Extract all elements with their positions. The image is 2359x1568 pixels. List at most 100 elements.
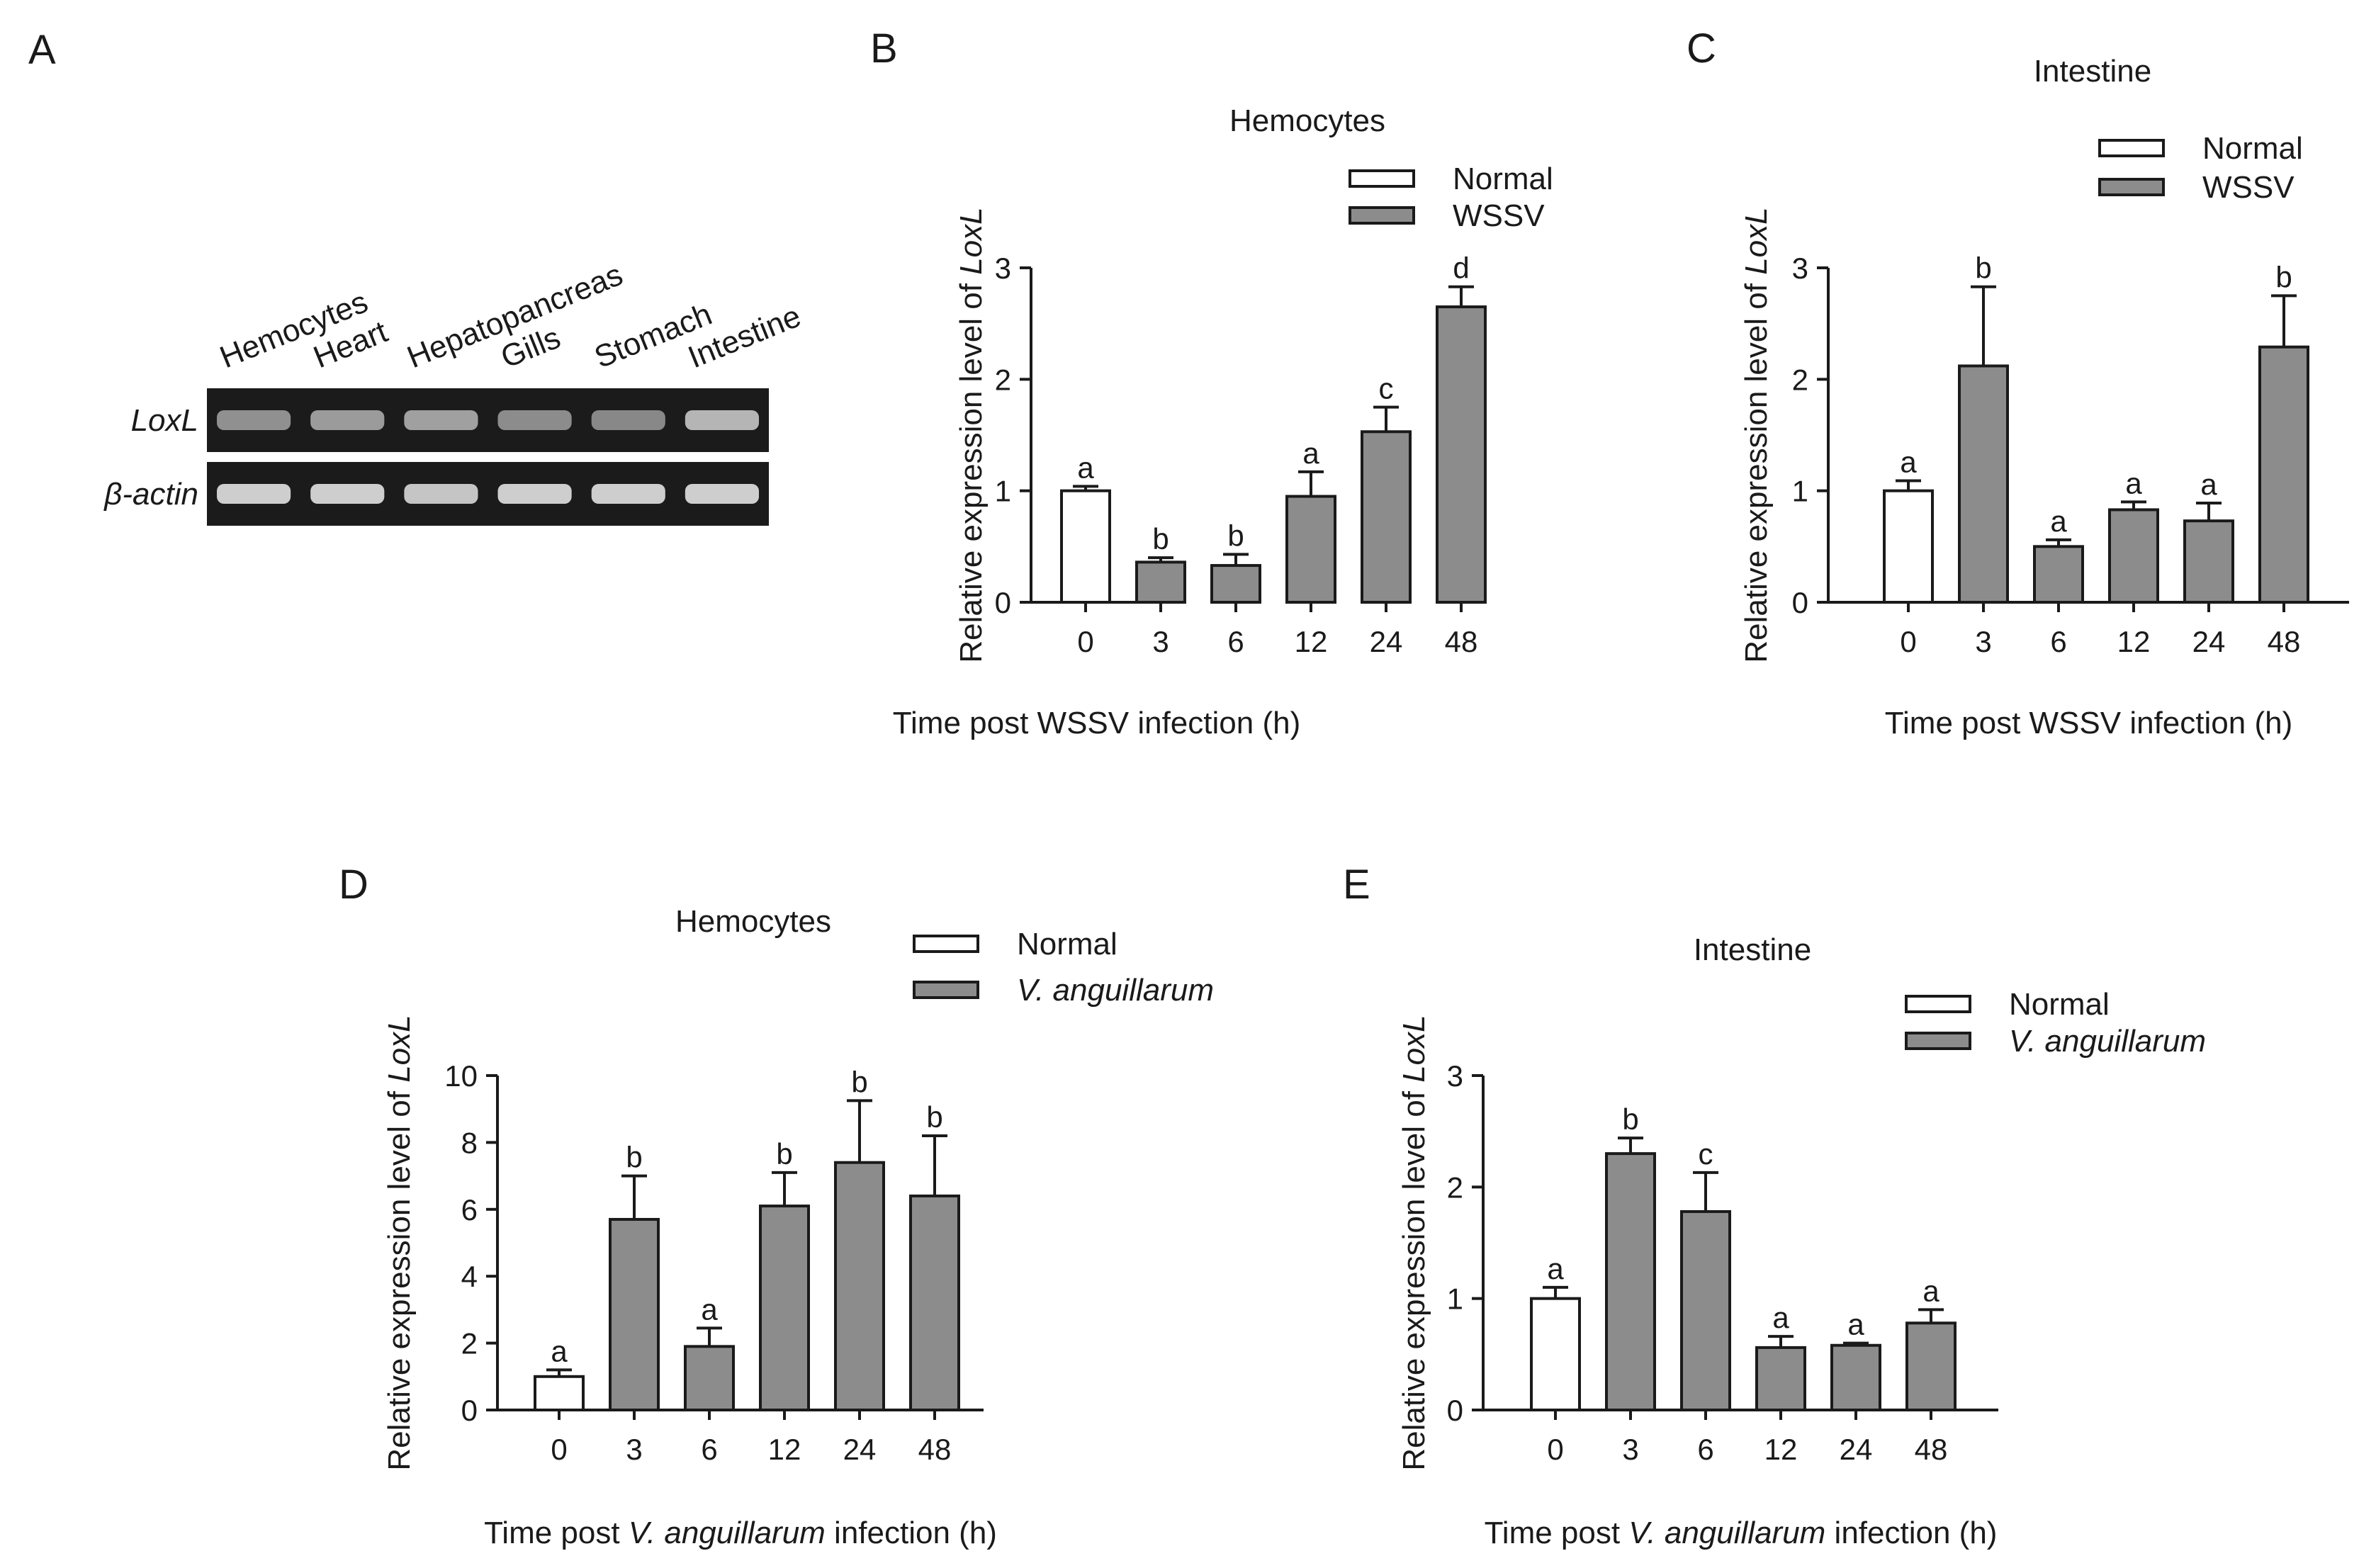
significance-label: b xyxy=(1975,252,1991,285)
panel-a-letter: A xyxy=(28,27,56,73)
x-tick-label: 12 xyxy=(1764,1433,1798,1466)
legend-swatch-normal xyxy=(2098,139,2165,157)
gel-band xyxy=(497,484,572,504)
bar xyxy=(909,1194,960,1412)
x-tick-label: 3 xyxy=(1622,1433,1638,1466)
x-axis-label: Time post V. anguillarum infection (h) xyxy=(1485,1516,1998,1550)
bar xyxy=(759,1205,810,1411)
x-tick-label: 6 xyxy=(1227,625,1244,658)
legend-swatch-normal xyxy=(1349,169,1415,188)
gel-band xyxy=(310,410,385,430)
gel-rows: LoxL β-actin xyxy=(103,388,769,526)
x-tick-label: 0 xyxy=(1077,625,1093,658)
bar xyxy=(1135,560,1186,604)
x-tick-label: 24 xyxy=(1370,625,1403,658)
legend-label-infected: WSSV xyxy=(1453,198,1545,233)
legend-swatch-normal xyxy=(913,935,979,953)
bar xyxy=(1060,489,1111,604)
significance-label: c xyxy=(1699,1137,1713,1171)
gel-band xyxy=(404,484,478,504)
y-tick-label: 1 xyxy=(1447,1282,1463,1316)
y-tick-label: 1 xyxy=(995,475,1011,508)
x-tick-label: 24 xyxy=(2192,625,2226,658)
gel-band xyxy=(310,484,385,504)
bar xyxy=(1210,564,1261,604)
bar xyxy=(2183,519,2234,604)
x-tick-label: 48 xyxy=(2268,625,2301,658)
significance-label: a xyxy=(1900,446,1917,479)
gel-strip xyxy=(207,462,769,526)
legend-label-normal: Normal xyxy=(2009,987,2110,1022)
significance-label: a xyxy=(1302,436,1319,470)
x-tick-label: 12 xyxy=(2117,625,2151,658)
x-tick-label: 6 xyxy=(701,1433,717,1466)
significance-label: a xyxy=(1077,451,1094,484)
y-tick-label: 3 xyxy=(995,252,1011,285)
bar xyxy=(1680,1209,1731,1411)
significance-label: a xyxy=(1922,1274,1939,1307)
y-tick-label: 3 xyxy=(1792,252,1808,285)
x-tick-label: 24 xyxy=(843,1433,877,1466)
gel-band xyxy=(591,484,665,504)
significance-label: a xyxy=(2050,504,2067,538)
significance-label: b xyxy=(1152,522,1169,555)
y-tick-label: 1 xyxy=(1792,475,1808,508)
significance-label: b xyxy=(2275,260,2292,293)
y-tick-label: 2 xyxy=(1792,363,1808,396)
gel-band xyxy=(685,484,759,504)
y-tick-label: 10 xyxy=(444,1059,478,1093)
significance-label: a xyxy=(1772,1301,1789,1334)
panel-letter: D xyxy=(339,862,368,908)
y-tick-label: 3 xyxy=(1447,1059,1463,1093)
x-axis-label: Time post WSSV infection (h) xyxy=(1885,706,2292,740)
legend-swatch-infected xyxy=(2098,178,2165,196)
gel-band xyxy=(217,484,291,504)
significance-label: a xyxy=(551,1334,568,1367)
legend-label-normal: Normal xyxy=(2202,131,2303,166)
significance-label: b xyxy=(926,1100,942,1134)
legend-label-infected: WSSV xyxy=(2202,170,2295,205)
significance-label: b xyxy=(851,1065,867,1098)
panel-letter: B xyxy=(870,26,898,72)
significance-label: b xyxy=(1227,519,1244,552)
x-axis-label: Time post WSSV infection (h) xyxy=(893,706,1300,740)
legend-swatch-infected xyxy=(1349,206,1415,225)
y-tick-label: 0 xyxy=(461,1394,478,1427)
y-tick-label: 0 xyxy=(995,586,1011,619)
panel-letter: E xyxy=(1343,862,1370,908)
y-tick-label: 0 xyxy=(1447,1394,1463,1427)
legend-swatch-normal xyxy=(1905,995,1971,1013)
y-tick-label: 2 xyxy=(461,1327,478,1360)
x-tick-label: 0 xyxy=(1547,1433,1563,1466)
significance-label: a xyxy=(2125,466,2142,500)
legend-label-normal: Normal xyxy=(1453,162,1553,196)
x-tick-label: 6 xyxy=(2050,625,2066,658)
bar xyxy=(1361,430,1412,604)
bar xyxy=(834,1161,885,1411)
bar xyxy=(1530,1297,1581,1411)
bar xyxy=(2108,508,2159,604)
y-axis-label: Relative expression level of LoxL xyxy=(954,207,989,662)
gel-band xyxy=(591,410,665,430)
legend-swatch-infected xyxy=(1905,1032,1971,1050)
significance-label: c xyxy=(1379,372,1394,405)
x-tick-label: 12 xyxy=(768,1433,801,1466)
bar xyxy=(609,1217,660,1411)
y-axis-label: Relative expression level of LoxL xyxy=(1397,1015,1431,1470)
legend-swatch-infected xyxy=(913,981,979,999)
bar xyxy=(1285,495,1336,604)
x-tick-label: 12 xyxy=(1295,625,1328,658)
chart-title: Hemocytes xyxy=(1229,103,1385,138)
y-tick-label: 6 xyxy=(461,1193,478,1226)
gel-row-label: β-actin xyxy=(103,477,198,512)
gel-band xyxy=(497,410,572,430)
bar xyxy=(2258,345,2309,604)
x-tick-label: 3 xyxy=(626,1433,642,1466)
